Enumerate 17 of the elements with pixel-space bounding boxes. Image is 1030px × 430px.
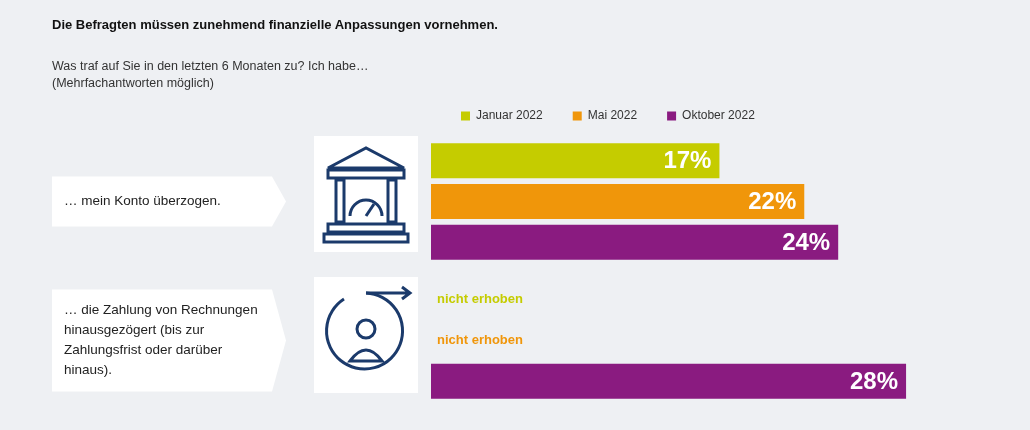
bar [431, 224, 839, 260]
legend-label: Oktober 2022 [682, 108, 756, 123]
data-label: 17% [663, 146, 712, 174]
bar [431, 363, 907, 399]
legend-label: Januar 2022 [476, 108, 544, 123]
data-label: 28% [850, 366, 899, 394]
data-label: 24% [782, 227, 831, 255]
text: Die Befragten müssen zunehmend finanzielle Anpassungen vornehmen. [52, 17, 498, 32]
y-tick-label: … die Zahlung von Rechnungen hinausgezögert (bis zur Zahlungsfrist oder darüber hinaus). [64, 302, 258, 378]
y-tick-label: … mein Konto überzogen. [64, 193, 221, 209]
text: nicht erhoben [437, 291, 523, 307]
text: Was traf auf Sie in den letzten 6 Monaten zu? Ich habe… (Mehrfachantworten möglich) [52, 58, 369, 92]
legend-label: Mai 2022 [587, 108, 638, 123]
text: nicht erhoben [437, 332, 523, 348]
bar [431, 183, 805, 220]
bar [431, 143, 720, 179]
data-label: 22% [748, 187, 797, 215]
